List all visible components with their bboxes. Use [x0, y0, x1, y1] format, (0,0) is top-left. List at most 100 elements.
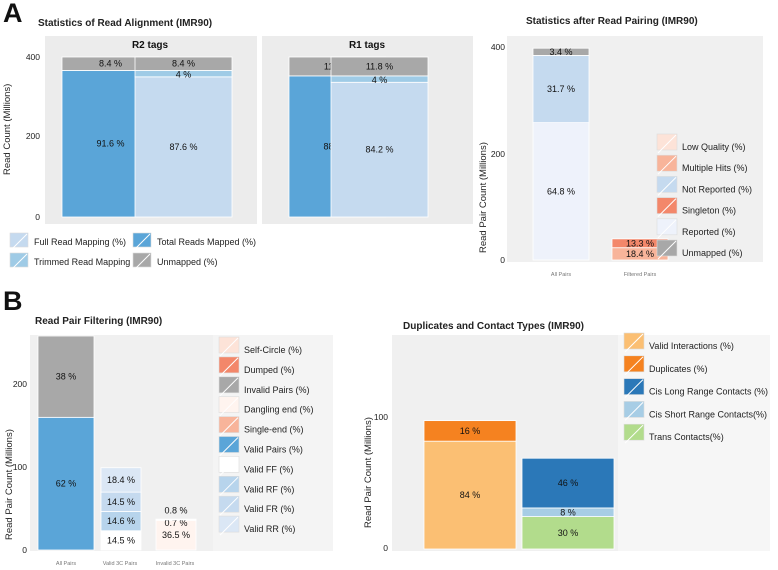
bar-segment-valid-rr	[100, 467, 142, 493]
legend-label-total-reads-mapped: Total Reads Mapped (%)	[157, 237, 256, 247]
legend-swatch-valid-ff	[218, 456, 240, 473]
legend-swatch-hatch	[657, 240, 677, 260]
legend-swatch-dumped	[218, 356, 240, 374]
legend-swatch-duplicates	[623, 355, 645, 373]
y-axis-label: Read Pair Count (Millions)	[4, 429, 15, 540]
data-label: 91.6 %	[96, 139, 124, 149]
data-label: 64.8 %	[547, 186, 575, 196]
legend-label-singleton: Singleton (%)	[682, 206, 736, 216]
legend-swatch-hatch	[10, 233, 28, 251]
legend-swatch-hatch	[657, 177, 677, 196]
x-tick: Filtered Pairs	[624, 272, 657, 278]
facet-title-r2: R2 tags	[132, 40, 169, 51]
x-tick: Valid 3C Pairs	[103, 561, 138, 567]
panel-letter-a: A	[3, 0, 23, 28]
legend-swatch-total-reads-mapped	[132, 232, 152, 248]
data-label: 30 %	[558, 528, 579, 538]
data-label: 87.6 %	[169, 142, 197, 152]
legend-swatch-valid-rf	[218, 475, 240, 493]
legend-swatch-hatch	[624, 356, 644, 376]
bar-group: 62 % 38 % 14.5 % 14.6 % 14.5 % 18.4 % 36.5 % 0.…	[37, 335, 197, 551]
legend-swatch-singleton	[656, 197, 678, 214]
data-label: 16 %	[460, 426, 481, 436]
y-tick: 200	[26, 131, 40, 141]
legend-swatch-hatch	[219, 417, 239, 436]
bar-segment-cis-long-range-contacts	[521, 457, 615, 509]
data-label: 4 %	[176, 70, 192, 80]
legend-label-unmapped: Unmapped (%)	[157, 257, 218, 267]
bar-segment-unmapped	[532, 47, 590, 56]
bar-group: 84 % 16 % 30 % 8 % 46 %	[423, 420, 615, 550]
x-tick: All Pairs	[56, 561, 76, 567]
legend-swatch-not-reported	[656, 176, 678, 193]
legend-swatch-trimmed-read-mapping	[9, 252, 29, 268]
legend: Self-Circle (%) Dumped (%) Invalid Pairs (…	[218, 336, 314, 536]
legend-label-valid-interactions: Valid Interactions (%)	[649, 341, 734, 351]
bar-segment-full-read-mapping	[134, 76, 233, 218]
legend-label-valid-fr: Valid FR (%)	[244, 504, 294, 514]
bar-segment-not-reported	[532, 55, 590, 124]
legend-swatch-valid-pairs	[218, 436, 240, 453]
bar-segment-dangling-end	[155, 519, 197, 551]
legend-swatch-hatch	[219, 397, 239, 417]
legend-label-dumped: Dumped (%)	[244, 365, 295, 375]
legend-swatch-hatch	[219, 377, 239, 397]
legend-swatch-hatch	[10, 253, 28, 271]
y-tick: 0	[500, 255, 505, 265]
chart-title: Statistics after Read Pairing (IMR90)	[526, 16, 698, 27]
bar-segment-valid-interactions	[423, 440, 517, 550]
y-tick: 0	[35, 212, 40, 222]
legend-swatch-valid-fr	[218, 495, 240, 513]
data-label: 8 %	[560, 507, 576, 517]
legend-swatch-cis-short-range-contacts	[623, 401, 645, 418]
legend-swatch-unmapped	[132, 252, 152, 268]
bar-segment-dumped	[155, 518, 197, 521]
legend-swatch-unmapped	[656, 239, 678, 257]
legend-label-trans-contacts: Trans Contacts(%)	[649, 432, 724, 442]
legend-label-cis-short-range-contacts: Cis Short Range Contacts(%)	[649, 409, 767, 419]
legend-swatch-hatch	[133, 253, 151, 271]
data-label: 38 %	[56, 372, 77, 382]
chart-duplicates-contacts: Duplicates and Contact Types (IMR90) Rea…	[363, 321, 770, 553]
legend-label-multiple-hits: Multiple Hits (%)	[682, 163, 748, 173]
legend-swatch-low-quality	[656, 133, 678, 151]
legend: Valid Interactions (%) Duplicates (%) Cis …	[623, 332, 768, 444]
data-label: 14.6 %	[107, 516, 135, 526]
legend-swatch-hatch	[219, 457, 239, 476]
y-tick: 200	[491, 149, 505, 159]
x-tick: All Pairs	[551, 272, 571, 278]
legend-swatch-full-read-mapping	[9, 232, 29, 248]
bar-segment-unmapped	[134, 56, 233, 71]
data-label: 4 %	[372, 75, 388, 85]
panel-letter-b: B	[3, 286, 23, 316]
legend-label-trimmed-read-mapping: Trimmed Read Mapping (%)	[34, 257, 147, 267]
y-tick: 0	[22, 545, 27, 555]
legend-label-invalid-pairs: Invalid Pairs (%)	[244, 385, 310, 395]
y-tick: 0	[383, 543, 388, 553]
data-label: 14.5 %	[107, 535, 135, 545]
legend-label-low-quality: Low Quality (%)	[682, 142, 746, 152]
y-tick: 100	[374, 412, 388, 422]
legend-swatch-hatch	[133, 233, 151, 251]
bar-group: 91.6 %8.4 %87.6 %4 %8.4 %88.2 %11.8 %84.…	[61, 56, 429, 218]
legend-swatch-hatch	[657, 219, 677, 239]
chart-title: Read Pair Filtering (IMR90)	[35, 316, 162, 327]
legend-label-not-reported: Not Reported (%)	[682, 184, 752, 194]
legend-swatch-dangling-end	[218, 396, 240, 414]
data-label: 36.5 %	[162, 530, 190, 540]
legend-swatch-valid-interactions	[623, 332, 645, 350]
legend-swatch-hatch	[219, 437, 239, 456]
data-label: 31.7 %	[547, 84, 575, 94]
y-tick: 100	[13, 462, 27, 472]
legend-label-valid-ff: Valid FF (%)	[244, 464, 293, 474]
legend-swatch-valid-rr	[218, 515, 240, 533]
legend-swatch-hatch	[657, 198, 677, 217]
data-label: 3.4 %	[549, 47, 572, 57]
legend-label-duplicates: Duplicates (%)	[649, 364, 708, 374]
legend-swatch-multiple-hits	[656, 154, 678, 172]
legend-swatch-hatch	[624, 424, 644, 444]
legend-swatch-self-circle	[218, 336, 240, 354]
legend-label-unmapped: Unmapped (%)	[682, 248, 743, 258]
legend-swatch-reported	[656, 218, 678, 236]
chart-read-alignment: Statistics of Read Alignment (IMR90) R2 …	[2, 18, 473, 271]
